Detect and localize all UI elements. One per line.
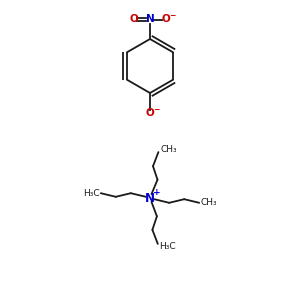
Text: −: − <box>169 11 175 20</box>
Text: CH₃: CH₃ <box>161 145 177 154</box>
Text: CH₃: CH₃ <box>201 198 217 207</box>
Text: N: N <box>146 14 154 25</box>
Text: −: − <box>153 105 160 114</box>
Text: H₃C: H₃C <box>83 189 99 198</box>
Text: H₃C: H₃C <box>159 242 176 251</box>
Text: O: O <box>146 108 154 118</box>
Text: O: O <box>129 14 138 25</box>
Text: O: O <box>161 14 170 25</box>
Text: +: + <box>153 188 160 197</box>
Text: N: N <box>145 191 155 205</box>
